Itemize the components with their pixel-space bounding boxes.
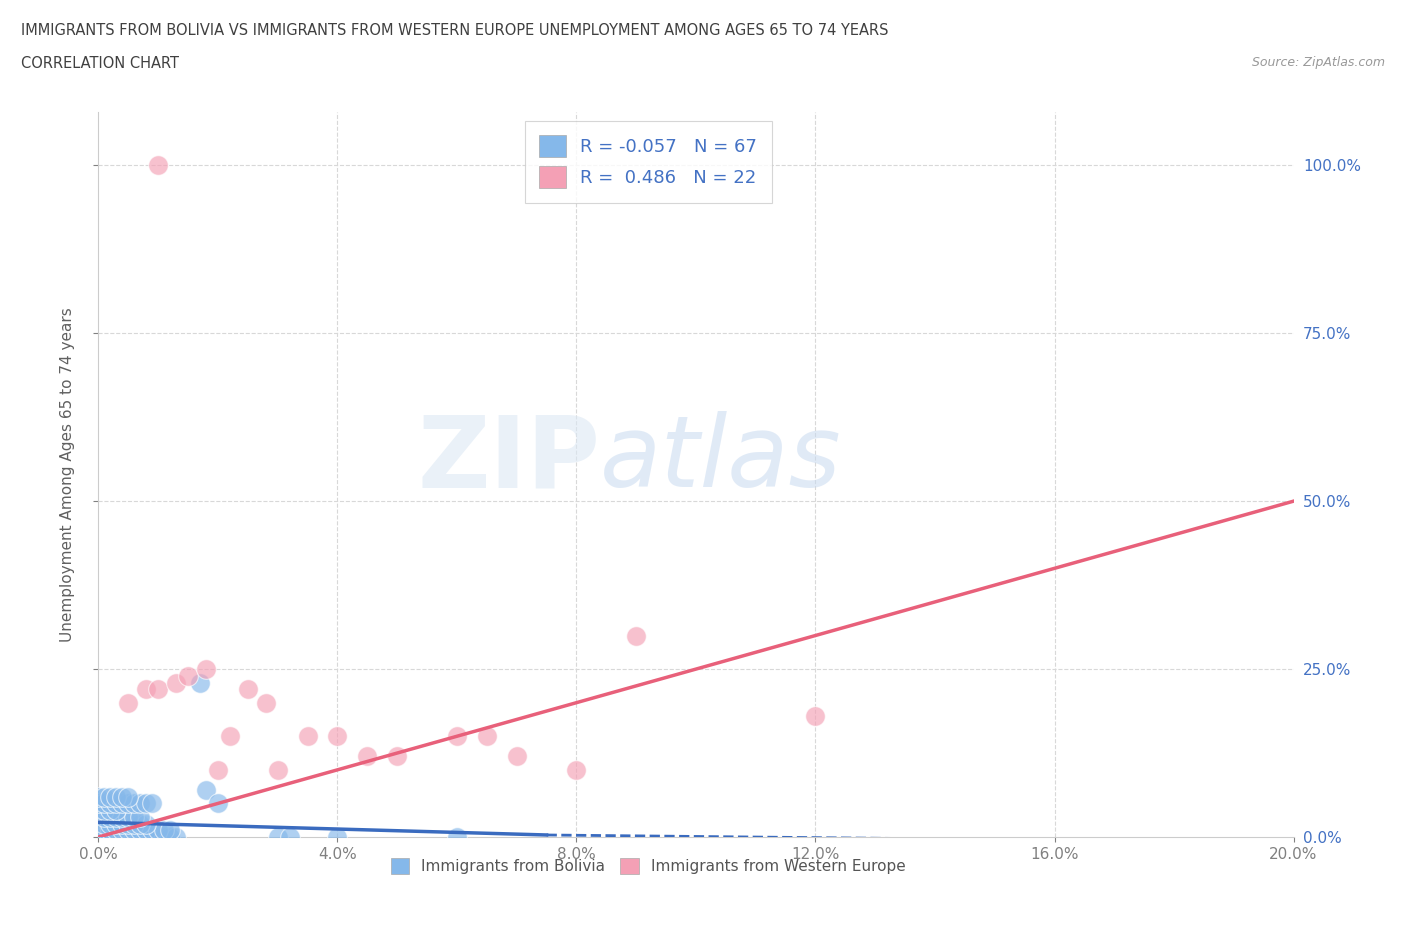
- Point: [111, 817, 134, 831]
- Point: [93, 803, 115, 817]
- Point: [105, 823, 128, 838]
- Point: [117, 796, 139, 811]
- Point: [475, 729, 498, 744]
- Point: [124, 796, 146, 811]
- Point: [124, 830, 146, 844]
- Point: [165, 675, 187, 690]
- Point: [111, 823, 134, 838]
- Point: [93, 796, 115, 811]
- Point: [195, 661, 218, 676]
- Point: [326, 729, 349, 744]
- Point: [219, 729, 242, 744]
- Point: [93, 809, 115, 824]
- Point: [148, 830, 170, 844]
- Point: [141, 796, 163, 811]
- Point: [117, 817, 139, 831]
- Point: [141, 823, 163, 838]
- Point: [105, 796, 128, 811]
- Point: [87, 796, 110, 811]
- Point: [135, 796, 157, 811]
- Point: [124, 823, 146, 838]
- Point: [98, 803, 122, 817]
- Point: [148, 682, 170, 697]
- Point: [117, 696, 139, 711]
- Point: [111, 809, 134, 824]
- Point: [565, 763, 588, 777]
- Point: [626, 628, 648, 643]
- Point: [117, 823, 139, 838]
- Point: [111, 830, 134, 844]
- Point: [98, 830, 122, 844]
- Text: atlas: atlas: [600, 411, 842, 509]
- Point: [267, 830, 290, 844]
- Point: [124, 817, 146, 831]
- Point: [98, 817, 122, 831]
- Point: [159, 830, 181, 844]
- Point: [117, 809, 139, 824]
- Point: [111, 796, 134, 811]
- Point: [105, 830, 128, 844]
- Point: [153, 823, 176, 838]
- Point: [254, 696, 277, 711]
- Point: [804, 709, 827, 724]
- Point: [148, 823, 170, 838]
- Point: [135, 817, 157, 831]
- Text: CORRELATION CHART: CORRELATION CHART: [21, 56, 179, 71]
- Legend: Immigrants from Bolivia, Immigrants from Western Europe: Immigrants from Bolivia, Immigrants from…: [384, 852, 912, 880]
- Point: [446, 830, 468, 844]
- Point: [135, 682, 157, 697]
- Point: [356, 749, 378, 764]
- Point: [98, 809, 122, 824]
- Point: [385, 749, 409, 764]
- Point: [165, 830, 187, 844]
- Y-axis label: Unemployment Among Ages 65 to 74 years: Unemployment Among Ages 65 to 74 years: [60, 307, 75, 642]
- Point: [98, 790, 122, 804]
- Text: Source: ZipAtlas.com: Source: ZipAtlas.com: [1251, 56, 1385, 69]
- Point: [93, 823, 115, 838]
- Point: [278, 830, 301, 844]
- Point: [177, 669, 200, 684]
- Point: [326, 830, 349, 844]
- Point: [506, 749, 529, 764]
- Point: [267, 763, 290, 777]
- Point: [105, 790, 128, 804]
- Point: [195, 782, 218, 797]
- Point: [93, 817, 115, 831]
- Point: [135, 830, 157, 844]
- Point: [93, 790, 115, 804]
- Text: ZIP: ZIP: [418, 411, 600, 509]
- Point: [188, 675, 211, 690]
- Point: [141, 830, 163, 844]
- Point: [105, 817, 128, 831]
- Point: [93, 830, 115, 844]
- Point: [105, 809, 128, 824]
- Text: IMMIGRANTS FROM BOLIVIA VS IMMIGRANTS FROM WESTERN EUROPE UNEMPLOYMENT AMONG AGE: IMMIGRANTS FROM BOLIVIA VS IMMIGRANTS FR…: [21, 23, 889, 38]
- Point: [117, 830, 139, 844]
- Point: [236, 682, 259, 697]
- Point: [129, 817, 152, 831]
- Point: [129, 830, 152, 844]
- Point: [297, 729, 319, 744]
- Point: [135, 823, 157, 838]
- Point: [129, 796, 152, 811]
- Point: [159, 823, 181, 838]
- Point: [148, 158, 170, 173]
- Point: [87, 803, 110, 817]
- Point: [111, 790, 134, 804]
- Point: [207, 763, 229, 777]
- Point: [98, 823, 122, 838]
- Point: [117, 790, 139, 804]
- Point: [98, 796, 122, 811]
- Point: [124, 809, 146, 824]
- Point: [105, 803, 128, 817]
- Point: [129, 809, 152, 824]
- Point: [153, 830, 176, 844]
- Point: [87, 790, 110, 804]
- Point: [129, 823, 152, 838]
- Point: [207, 796, 229, 811]
- Point: [446, 729, 468, 744]
